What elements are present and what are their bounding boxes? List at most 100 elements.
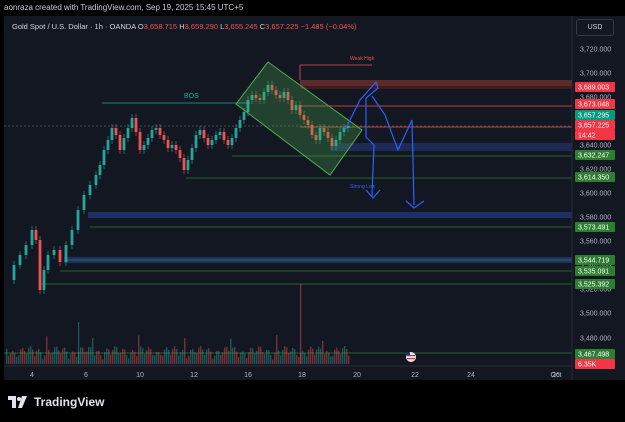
volume-bar <box>260 346 262 364</box>
volume-bar <box>40 352 42 364</box>
volume-bar <box>288 352 290 364</box>
volume-bar <box>312 348 314 364</box>
volume-bar <box>170 354 172 364</box>
candle-body <box>150 130 154 138</box>
price-axis-label: 3,720.000 <box>580 47 611 54</box>
open-label: O <box>137 22 144 31</box>
demand-zone-2 <box>88 212 572 218</box>
volume-bar <box>106 348 108 364</box>
candle-body <box>98 165 102 175</box>
time-axis-label: Oct <box>551 372 562 379</box>
volume-bar <box>80 347 82 364</box>
candle-body <box>234 128 238 138</box>
volume-bar <box>88 347 90 364</box>
price-axis-label: 3,640.000 <box>580 143 611 150</box>
volume-bar <box>6 349 8 364</box>
candle-body <box>346 126 350 128</box>
volume-bar <box>302 350 304 364</box>
price-tag: 3,673.048 <box>575 99 615 109</box>
volume-bar <box>264 354 266 364</box>
candle-body <box>70 230 74 245</box>
candle-body <box>46 255 50 270</box>
time-axis-label: 24 <box>467 372 475 379</box>
volume-bar <box>238 357 240 364</box>
volume-bar <box>108 349 110 364</box>
candle-body <box>278 95 282 98</box>
volume-bar <box>272 359 274 364</box>
candle-body <box>82 195 86 210</box>
volume-bar <box>196 353 198 364</box>
candle-body <box>306 120 310 125</box>
price-tag-label: 3,525.392 <box>578 282 609 289</box>
volume-bar <box>268 350 270 364</box>
candle-body <box>310 125 314 135</box>
price-tag: 3,632.247 <box>575 150 615 160</box>
volume-bar <box>62 348 64 364</box>
weak-high-label: Weak High <box>350 56 375 62</box>
candle-body <box>64 245 68 262</box>
volume-bar <box>316 349 318 364</box>
currency-button[interactable]: USD <box>576 19 614 36</box>
price-axis[interactable]: 3,720.0003,700.0003,680.0003,660.0003,64… <box>580 47 611 367</box>
price-axis-label: 3,480.000 <box>580 336 611 343</box>
volume-bar <box>18 355 20 364</box>
price-tag: 3,467.498 <box>575 349 615 359</box>
chart-pane[interactable] <box>4 16 625 380</box>
volume-bar <box>266 349 268 364</box>
candle-body <box>126 128 130 138</box>
volume-bar <box>270 354 272 364</box>
brand-name: TradingView <box>34 395 105 409</box>
volume-bar <box>110 354 112 364</box>
arrow-head-1 <box>365 189 381 199</box>
candle-body <box>250 95 254 100</box>
descending-channel <box>235 61 363 176</box>
price-axis-label: 3,620.000 <box>580 167 611 174</box>
volume-bar <box>344 346 346 364</box>
time-axis-label: 22 <box>411 372 419 379</box>
volume-bar <box>92 337 94 364</box>
time-axis-label: 12 <box>190 372 198 379</box>
volume-bar <box>46 336 48 364</box>
volume-bar <box>214 355 216 364</box>
projection-path-1 <box>344 80 379 197</box>
volume-bar <box>340 354 342 364</box>
volume-bar <box>200 346 202 364</box>
price-tag-label: 3,657.225 <box>578 123 609 130</box>
volume-bar <box>318 346 320 364</box>
volume-bar <box>98 350 100 364</box>
volume-bar <box>42 358 44 364</box>
volume-bar <box>120 352 122 364</box>
price-candles <box>12 81 350 294</box>
footer-bar <box>0 380 625 422</box>
volume-bar <box>78 322 80 364</box>
volume-bar <box>74 352 76 364</box>
time-axis-label: 6 <box>84 372 88 379</box>
top-caption-bar: aonraza created with TradingView.com, Se… <box>0 0 625 16</box>
volume-bar <box>306 356 308 364</box>
price-tag: 6.35K <box>575 359 615 369</box>
volume-bar <box>30 346 32 364</box>
candle-body <box>318 128 322 140</box>
volume-bar <box>60 353 62 364</box>
volume-bar <box>14 352 16 364</box>
projection-path-2 <box>371 95 415 206</box>
volume-bar <box>274 352 276 364</box>
strong-low-label: Strong Low <box>350 184 376 190</box>
candle-body <box>258 98 262 100</box>
volume-bar <box>32 349 34 364</box>
volume-bar <box>346 349 348 364</box>
candle-body <box>334 140 338 146</box>
candle-body <box>302 115 306 120</box>
volume-bar <box>144 353 146 364</box>
price-tags: 3,689.003 3,673.048 3,657.295 3,657.225 14:4… <box>575 82 615 369</box>
candle-body <box>274 90 278 95</box>
candle-body <box>94 175 98 185</box>
candle-body <box>182 158 186 170</box>
price-axis-label: 3,600.000 <box>580 191 611 198</box>
volume-bar <box>24 351 26 364</box>
candle-body <box>226 140 230 145</box>
candle-body <box>338 132 342 140</box>
arrow-head-2 <box>405 200 425 209</box>
